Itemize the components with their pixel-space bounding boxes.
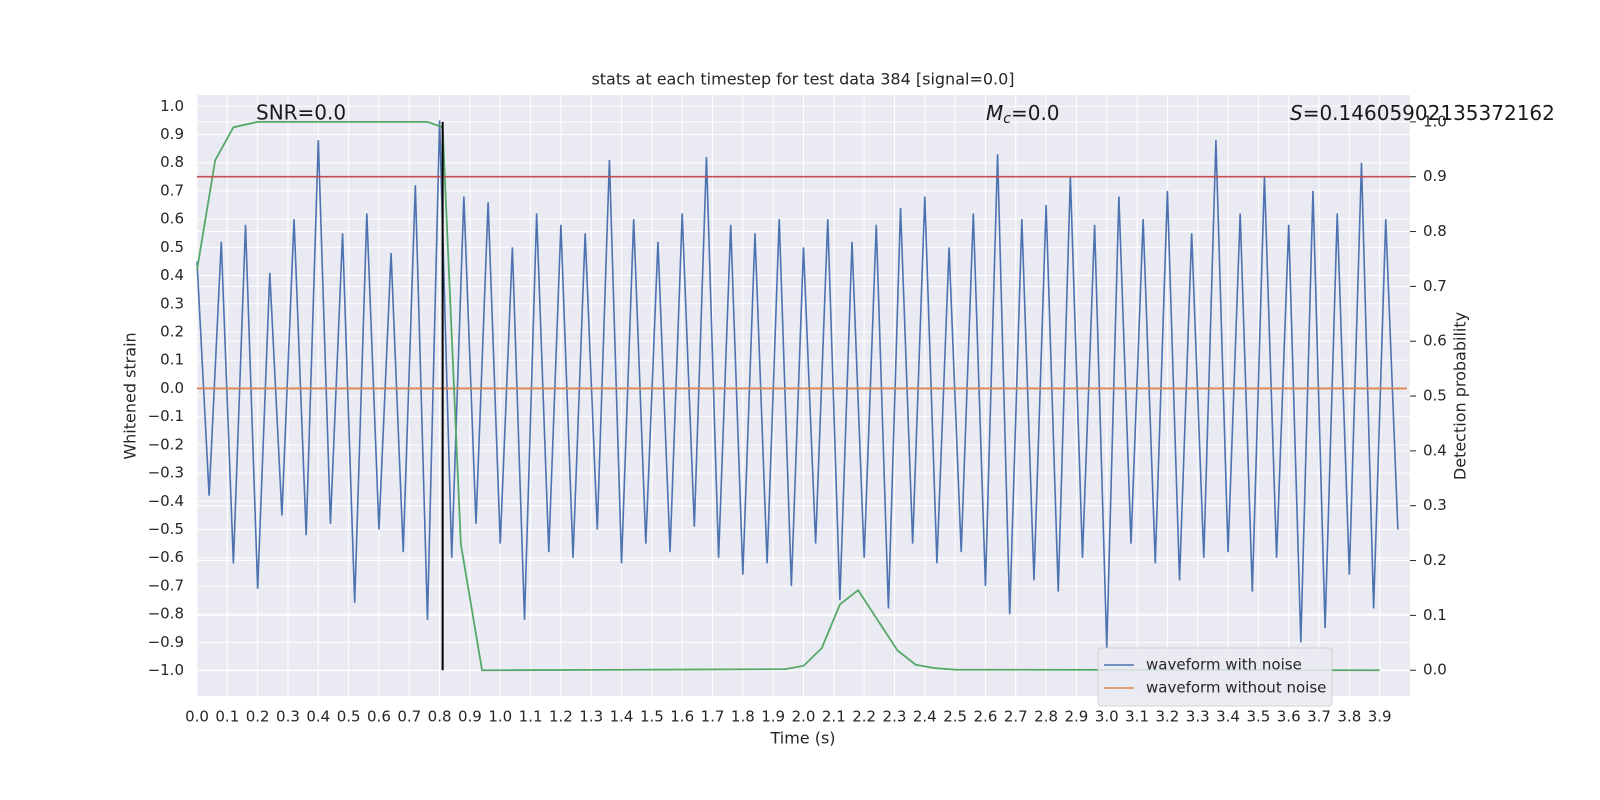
y-tick-label: −0.8 (148, 605, 184, 623)
grid (196, 95, 1410, 696)
x-tick-label: 1.6 (670, 708, 694, 726)
y2-tick-label: 0.5 (1423, 387, 1447, 405)
series-line (196, 120, 1380, 672)
x-tick-label: 1.3 (579, 708, 603, 726)
snr-annotation: SNR=0.0 (256, 101, 346, 125)
x-tick-label: 3.3 (1186, 708, 1210, 726)
x-tick-label: 0.9 (458, 708, 482, 726)
y-axis-label: Whitened strain (121, 332, 140, 459)
y2-tick-label: 1.0 (1423, 112, 1447, 130)
x-tick-label: 0.3 (276, 708, 300, 726)
y2-tick-label: 0.2 (1423, 551, 1447, 569)
x-tick-label: 3.0 (1095, 708, 1119, 726)
y-tick-label: −0.3 (148, 464, 184, 482)
y2-tick-label: 0.6 (1423, 332, 1447, 350)
y-tick-label: −0.5 (148, 520, 184, 538)
x-tick-label: 2.2 (852, 708, 876, 726)
x-tick-label: 3.5 (1246, 708, 1270, 726)
y-tick-label: −0.4 (148, 492, 184, 510)
x-tick-label: 0.8 (428, 708, 452, 726)
y-tick-label: 0.0 (160, 379, 184, 397)
x-axis-label: Time (s) (769, 729, 835, 748)
y-tick-label: 0.5 (160, 238, 184, 256)
x-tick-label: 2.1 (822, 708, 846, 726)
y-tick-label: 1.0 (160, 97, 184, 115)
x-tick-label: 3.2 (1155, 708, 1179, 726)
y2-tick-label: 0.4 (1423, 441, 1447, 459)
y-tick-label: 0.1 (160, 351, 184, 369)
y2-axis-label: Detection probability (1451, 312, 1470, 480)
x-tick-label: 1.7 (701, 708, 725, 726)
chart-title: stats at each timestep for test data 384… (591, 70, 1014, 89)
s-text: =0.14605902135372162 (1303, 101, 1555, 125)
s-annotation: S=0.14605902135372162 (1290, 101, 1555, 125)
y2-tick-label: 0.3 (1423, 496, 1447, 514)
mc-symbol: M (986, 101, 1003, 125)
x-tick-label: 1.8 (731, 708, 755, 726)
x-tick-label: 3.9 (1368, 708, 1392, 726)
x-tick-label: 1.5 (640, 708, 664, 726)
marks (196, 120, 1410, 672)
labels: 0.0 0.1 0.2 0.3 0.4 0.5 0.6 0.7 0.8 0.9 1.0 1.1 1.2 1… (148, 97, 1447, 726)
x-tick-label: 0.2 (246, 708, 270, 726)
x-tick-label: 0.0 (185, 708, 209, 726)
mc-text: =0.0 (1011, 101, 1060, 125)
legend: waveform with noise waveform without nois… (1097, 647, 1333, 707)
x-tick-label: 0.6 (367, 708, 391, 726)
x-tick-label: 2.7 (1004, 708, 1028, 726)
y-tick-label: 0.6 (160, 210, 184, 228)
y-tick-label: 0.7 (160, 181, 184, 199)
y-tick-label: 0.9 (160, 125, 184, 143)
x-tick-label: 2.5 (943, 708, 967, 726)
legend-label: waveform without noise (1146, 679, 1326, 697)
x-tick-label: 3.8 (1337, 708, 1361, 726)
mc-subscript: c (1003, 111, 1011, 127)
mc-annotation: Mc=0.0 (986, 101, 1060, 128)
y2-tick-label: 0.8 (1423, 222, 1447, 240)
y-tick-label: −1.0 (148, 661, 184, 679)
y-tick-label: −0.9 (148, 633, 184, 651)
x-tick-label: 2.6 (974, 708, 998, 726)
y2-tick-label: 0.1 (1423, 606, 1447, 624)
x-tick-label: 3.4 (1216, 708, 1240, 726)
x-tick-label: 3.6 (1277, 708, 1301, 726)
legend-label: waveform with noise (1146, 656, 1302, 674)
x-tick-label: 2.8 (1034, 708, 1058, 726)
y2-tick-label: 0.0 (1423, 661, 1447, 679)
y-tick-label: −0.2 (148, 435, 184, 453)
x-tick-label: 2.0 (792, 708, 816, 726)
y-tick-label: −0.7 (148, 576, 184, 594)
x-tick-label: 2.4 (913, 708, 937, 726)
x-tick-label: 1.0 (488, 708, 512, 726)
x-tick-label: 0.1 (215, 708, 239, 726)
x-tick-label: 1.4 (610, 708, 634, 726)
x-tick-label: 3.1 (1125, 708, 1149, 726)
x-tick-label: 1.9 (761, 708, 785, 726)
x-tick-label: 3.7 (1307, 708, 1331, 726)
x-tick-label: 1.1 (519, 708, 543, 726)
y-tick-label: −0.6 (148, 548, 184, 566)
series-line (196, 120, 1399, 649)
x-tick-label: 0.7 (397, 708, 421, 726)
x-tick-label: 1.2 (549, 708, 573, 726)
x-tick-label: 2.9 (1064, 708, 1088, 726)
y-tick-label: 0.8 (160, 153, 184, 171)
y2-tick-label: 0.9 (1423, 167, 1447, 185)
x-tick-label: 2.3 (883, 708, 907, 726)
y-tick-label: 0.2 (160, 323, 184, 341)
x-tick-label: 0.5 (337, 708, 361, 726)
legend-box (1097, 647, 1333, 707)
y-tick-label: 0.4 (160, 266, 184, 284)
y-tick-label: −0.1 (148, 407, 184, 425)
s-symbol: S (1290, 101, 1303, 125)
y2-tick-label: 0.7 (1423, 277, 1447, 295)
y-tick-label: 0.3 (160, 294, 184, 312)
x-tick-label: 0.4 (306, 708, 330, 726)
